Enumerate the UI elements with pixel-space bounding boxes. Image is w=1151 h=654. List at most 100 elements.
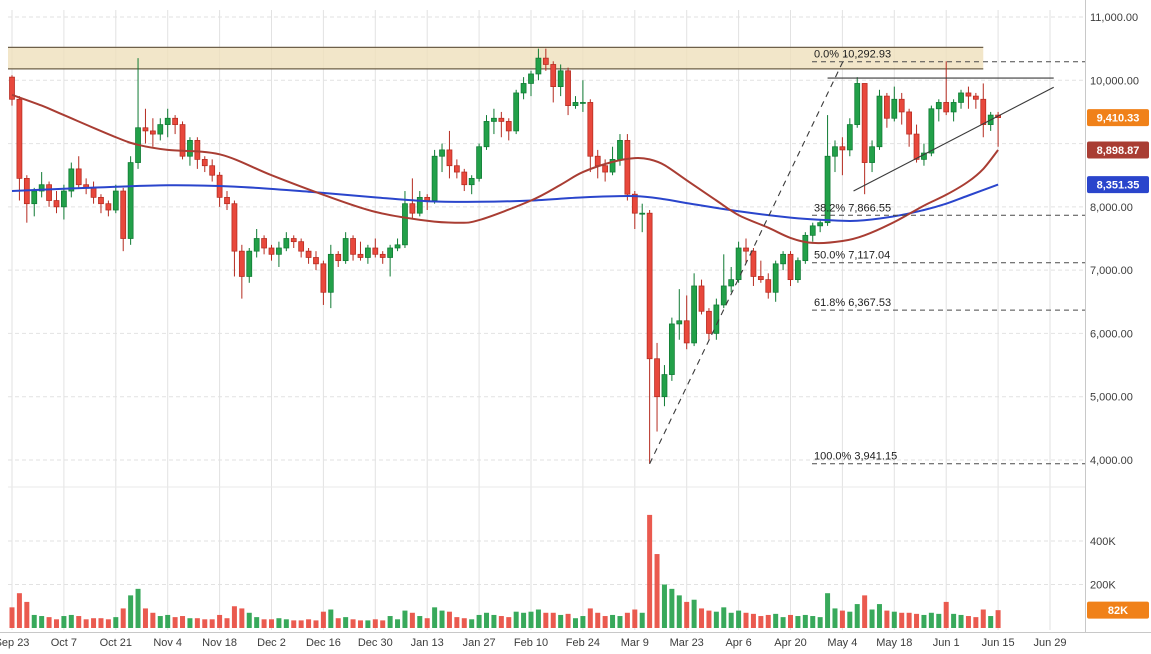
candle[interactable] — [683, 320, 690, 344]
volume-bar[interactable] — [372, 619, 378, 628]
volume-bar[interactable] — [580, 616, 586, 628]
candle[interactable] — [142, 127, 149, 132]
candle[interactable] — [461, 171, 468, 186]
volume-bar[interactable] — [172, 617, 178, 628]
candle[interactable] — [350, 238, 356, 255]
candle[interactable] — [661, 374, 668, 398]
volume-bar[interactable] — [669, 588, 675, 628]
candle[interactable] — [943, 102, 950, 113]
volume-bar[interactable] — [380, 620, 386, 628]
volume-bar[interactable] — [788, 614, 793, 628]
volume-bar[interactable] — [773, 613, 779, 628]
candle[interactable] — [587, 102, 594, 157]
candle[interactable] — [698, 285, 705, 312]
volume-bar[interactable] — [335, 618, 341, 628]
volume-bar[interactable] — [291, 620, 297, 628]
volume-bar[interactable] — [128, 595, 134, 628]
candle[interactable] — [313, 257, 319, 265]
volume-bar[interactable] — [246, 612, 252, 628]
volume-bar[interactable] — [91, 618, 97, 628]
candle[interactable] — [513, 92, 520, 132]
volume-bar[interactable] — [676, 595, 682, 628]
volume-bar[interactable] — [484, 612, 490, 628]
trendlines[interactable] — [649, 54, 1054, 464]
volume-bar[interactable] — [68, 614, 74, 628]
volume-bar[interactable] — [454, 617, 460, 628]
volume-bar[interactable] — [261, 619, 267, 628]
volume-bar[interactable] — [951, 613, 957, 628]
volume-bar[interactable] — [624, 612, 630, 628]
candle[interactable] — [402, 203, 408, 246]
candle[interactable] — [187, 140, 193, 157]
volume-bar[interactable] — [61, 616, 67, 628]
candle[interactable] — [149, 130, 156, 135]
time-axis[interactable]: Sep 23 Oct 7 Oct 21 Nov 4 Nov 18 Dec 2 Dec 16 D… — [0, 637, 1067, 649]
volume-bar[interactable] — [194, 618, 200, 628]
candle[interactable] — [550, 64, 557, 87]
candle[interactable] — [290, 238, 297, 243]
volume-bar[interactable] — [550, 612, 556, 628]
candle[interactable] — [424, 196, 431, 201]
volume-bar[interactable] — [869, 609, 875, 628]
volume-bar[interactable] — [498, 616, 504, 628]
candle[interactable] — [394, 244, 401, 249]
volume-bar[interactable] — [165, 614, 171, 628]
candle[interactable] — [913, 133, 920, 160]
candle[interactable] — [928, 108, 935, 154]
candle[interactable] — [787, 253, 794, 281]
volume-bar[interactable] — [706, 610, 712, 628]
candle[interactable] — [439, 149, 445, 157]
candle[interactable] — [327, 253, 334, 293]
volume-bar[interactable] — [409, 612, 415, 628]
volume-bar[interactable] — [743, 612, 749, 628]
candle[interactable] — [965, 92, 972, 97]
volume-bar[interactable] — [217, 614, 223, 628]
volume-bar[interactable] — [884, 610, 890, 628]
candle[interactable] — [706, 310, 712, 334]
volume-bar[interactable] — [298, 620, 304, 628]
candle[interactable] — [446, 149, 453, 167]
volume-bar[interactable] — [928, 612, 934, 628]
candle[interactable] — [305, 250, 312, 258]
candle[interactable] — [31, 190, 38, 205]
volume-bar[interactable] — [39, 616, 45, 628]
candle[interactable] — [691, 285, 697, 344]
ma-red-line[interactable] — [11, 93, 999, 245]
candle[interactable] — [906, 111, 913, 135]
volume-bar[interactable] — [795, 616, 801, 628]
volume-bar[interactable] — [647, 514, 653, 628]
ma-blue-line[interactable] — [11, 183, 999, 223]
volume-bar[interactable] — [16, 593, 22, 628]
candle[interactable] — [491, 117, 497, 122]
candle[interactable] — [617, 140, 623, 160]
candle[interactable] — [654, 358, 660, 398]
volume-bar[interactable] — [306, 619, 312, 628]
candle[interactable] — [157, 124, 164, 135]
candle[interactable] — [9, 76, 15, 100]
volume-bar[interactable] — [958, 614, 964, 628]
candle[interactable] — [846, 124, 853, 151]
volume-bar[interactable] — [239, 608, 245, 628]
volume-bar[interactable] — [825, 593, 831, 628]
candle[interactable] — [98, 196, 104, 205]
candle[interactable] — [387, 247, 394, 258]
candle[interactable] — [668, 323, 675, 375]
volume-bar[interactable] — [276, 618, 282, 628]
wedge-bottom-line[interactable] — [853, 86, 1054, 192]
volume-bar[interactable] — [98, 618, 104, 628]
candle[interactable] — [594, 155, 601, 167]
candle[interactable] — [557, 70, 564, 87]
volume-bar[interactable] — [839, 610, 845, 628]
volume-bar[interactable] — [721, 607, 727, 628]
volume-bar[interactable] — [854, 604, 860, 628]
volume-bar[interactable] — [135, 588, 141, 628]
candle[interactable] — [61, 190, 67, 208]
volume-bar[interactable] — [639, 612, 645, 628]
volume-bar[interactable] — [187, 618, 193, 628]
price-axis[interactable]: 11,000.00 10,000.00 8,000.00 7,000.00 6,000.… — [1090, 12, 1139, 592]
candle[interactable] — [572, 102, 579, 106]
candle[interactable] — [498, 117, 505, 122]
candle[interactable] — [898, 98, 905, 113]
